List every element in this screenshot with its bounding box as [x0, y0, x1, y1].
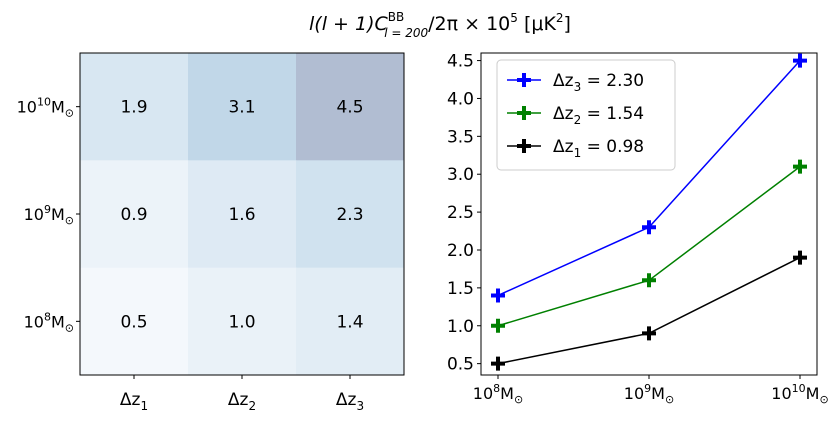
heatmap-panel: 1.9 3.1 4.5 0.9 1.6 2.3 0.5 1.0 1.4 1010M⊙ 109M⊙ 10…	[17, 52, 405, 413]
heatmap-cell	[188, 53, 297, 161]
figure-title: l(l + 1)CBB l = 200/2π × 105 [μK2]	[309, 10, 571, 40]
line-x-tick-label: 1010M⊙	[771, 382, 828, 406]
legend-label: Δz1 = 0.98	[553, 137, 644, 160]
line-y-tick-label: 2.5	[447, 203, 474, 223]
heatmap-cell	[80, 53, 189, 161]
line-y-tick-label: 2.0	[447, 241, 474, 261]
line-y-tick-label: 3.5	[447, 127, 474, 147]
legend-box	[496, 59, 676, 171]
series-point	[491, 318, 505, 333]
heatmap-x-tick-label: Δz3	[336, 390, 364, 413]
heatmap-y-tick-label: 109M⊙	[24, 203, 74, 227]
legend-label: Δz2 = 1.54	[553, 104, 644, 127]
line-y-tick-label: 4.5	[447, 52, 474, 72]
series-point	[642, 326, 656, 341]
line-chart-panel: 0.5 1.0 1.5 2.0 2.5 3.0 3.5 4.0 4.5 108M⊙ 109M⊙ 101…	[447, 52, 829, 406]
legend-marker	[517, 73, 531, 87]
series-point	[491, 288, 505, 303]
heatmap-y-tick-label: 1010M⊙	[17, 96, 74, 120]
heatmap-cell	[188, 267, 297, 376]
heatmap-x-tick-label: Δz2	[228, 390, 256, 413]
line-x-tick-label: 108M⊙	[473, 382, 523, 406]
line-y-tick-label: 0.5	[447, 355, 474, 375]
series-point	[793, 159, 807, 174]
legend-marker	[517, 106, 531, 120]
heatmap-cell-label: 1.0	[228, 312, 255, 332]
line-y-tick-label: 4.0	[447, 89, 474, 109]
series-point	[793, 53, 807, 68]
heatmap-cell-label: 2.3	[336, 205, 363, 225]
line-x-tick-label: 109M⊙	[624, 382, 674, 406]
heatmap-cell	[296, 267, 405, 376]
heatmap-cell	[80, 267, 189, 376]
heatmap-x-tick-label: Δz1	[120, 390, 148, 413]
line-y-tick-label: 3.0	[447, 165, 474, 185]
line-y-tick-label: 1.5	[447, 279, 474, 299]
series-point	[642, 220, 656, 235]
heatmap-cell	[296, 53, 405, 161]
legend-marker	[517, 139, 531, 153]
series-line	[497, 166, 801, 327]
legend-label: Δz3 = 2.30	[553, 71, 644, 94]
series-point	[793, 250, 807, 265]
heatmap-cell	[188, 160, 297, 269]
series-point	[491, 356, 505, 371]
heatmap-cell-label: 1.6	[228, 205, 255, 225]
heatmap-cell	[296, 160, 405, 269]
heatmap-cell-label: 4.5	[336, 98, 363, 118]
heatmap-cell-label: 0.9	[120, 205, 147, 225]
heatmap-y-tick-label: 108M⊙	[24, 310, 74, 334]
heatmap-cell-label: 1.4	[336, 312, 363, 332]
heatmap-cell-label: 0.5	[120, 312, 147, 332]
heatmap-cell	[80, 160, 189, 269]
heatmap-cell-label: 1.9	[120, 98, 147, 118]
heatmap-cell-label: 3.1	[228, 98, 255, 118]
series-point	[642, 273, 656, 288]
line-y-tick-label: 1.0	[447, 317, 474, 337]
